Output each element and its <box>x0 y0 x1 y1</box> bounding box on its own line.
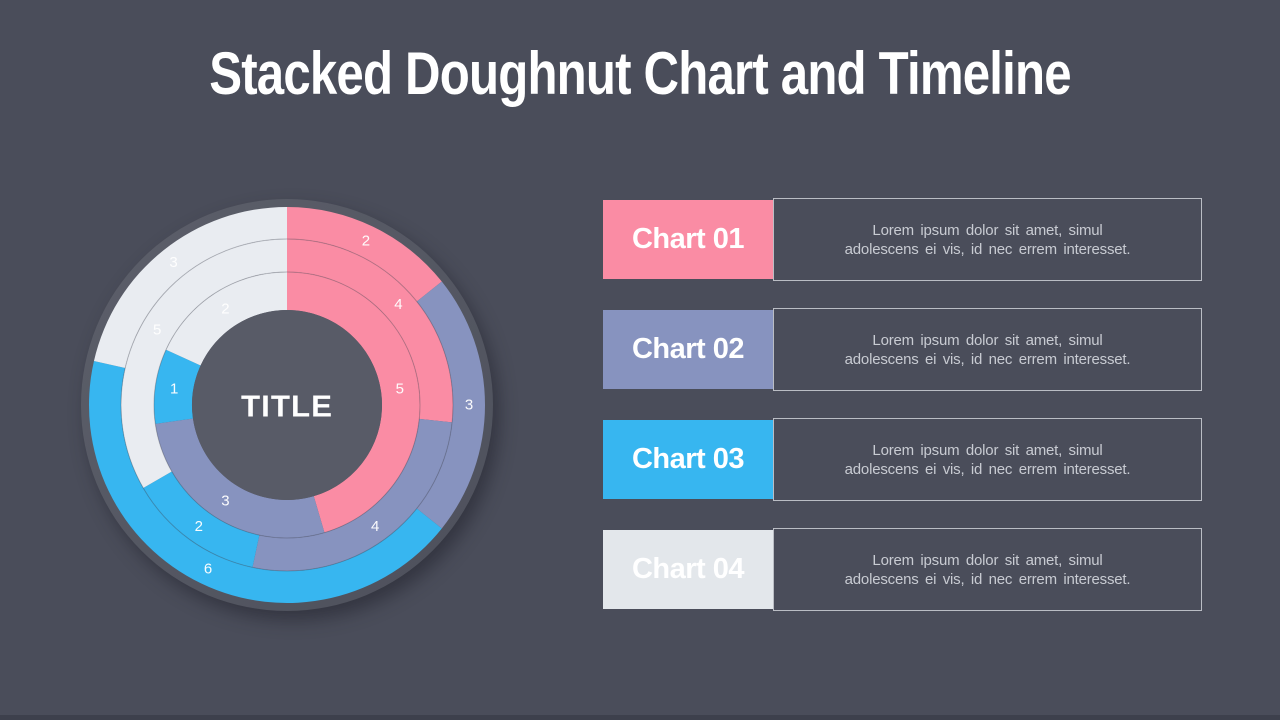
segment-outer-chart-01 <box>287 207 442 302</box>
segment-middle-chart-04 <box>121 239 287 488</box>
card-description-line: adolescens ei vis, id nec errem interess… <box>844 570 1131 588</box>
slide-bottom-edge <box>0 715 1280 720</box>
card-label-text: Chart 03 <box>631 443 745 475</box>
segment-inner-chart-01 <box>287 272 420 533</box>
card-label-chart-03: Chart 03 <box>603 420 773 499</box>
segment-value-label: 3 <box>169 254 177 271</box>
doughnut-svg: TITLE 5 3 1 2 4 4 2 5 2 3 6 3 <box>81 199 493 611</box>
card-description-line: Lorem ipsum dolor sit amet, simul <box>872 221 1103 239</box>
card-chart-01: Chart 01 Lorem ipsum dolor sit amet, sim… <box>603 198 1203 281</box>
segment-middle-chart-03 <box>143 471 260 568</box>
segment-value-label: 1 <box>170 380 178 397</box>
card-description-line: Lorem ipsum dolor sit amet, simul <box>872 331 1103 349</box>
segment-value-label: 3 <box>465 397 473 414</box>
card-chart-02: Chart 02 Lorem ipsum dolor sit amet, sim… <box>603 308 1203 391</box>
segment-outer-chart-04 <box>93 207 287 369</box>
ring-separators <box>120 238 454 572</box>
card-chart-04: Chart 04 Lorem ipsum dolor sit amet, sim… <box>603 528 1203 611</box>
slide-title: Stacked Doughnut Chart and Timeline <box>209 40 1071 107</box>
card-description-line: Lorem ipsum dolor sit amet, simul <box>872 551 1103 569</box>
card-label-chart-01: Chart 01 <box>603 200 773 279</box>
card-label-text: Chart 04 <box>631 553 745 585</box>
card-description-line: adolescens ei vis, id nec errem interess… <box>844 240 1131 258</box>
card-description-box: Lorem ipsum dolor sit amet, simul adoles… <box>773 198 1202 281</box>
segment-value-label: 2 <box>362 233 370 250</box>
rings-group <box>88 207 485 604</box>
segment-value-label: 5 <box>396 380 404 397</box>
card-description-box: Lorem ipsum dolor sit amet, simul adoles… <box>773 308 1202 391</box>
segment-value-label: 4 <box>394 296 402 313</box>
segment-outer-chart-02 <box>416 281 485 529</box>
card-chart-03: Chart 03 Lorem ipsum dolor sit amet, sim… <box>603 418 1203 501</box>
card-description-box: Lorem ipsum dolor sit amet, simul adoles… <box>773 418 1202 501</box>
card-description-box: Lorem ipsum dolor sit amet, simul adoles… <box>773 528 1202 611</box>
segment-value-label: 5 <box>153 322 161 339</box>
card-description-line: adolescens ei vis, id nec errem interess… <box>844 350 1131 368</box>
ring-separator-outer <box>120 238 454 572</box>
card-description-line: Lorem ipsum dolor sit amet, simul <box>872 441 1103 459</box>
ring-separator-inner <box>153 271 421 539</box>
stacked-doughnut-chart: TITLE 5 3 1 2 4 4 2 5 2 3 6 3 <box>72 190 502 620</box>
segment-inner-chart-03 <box>153 349 201 424</box>
chart-center-circle <box>192 310 382 500</box>
segment-inner-chart-02 <box>155 418 325 538</box>
segment-value-label: 6 <box>204 560 212 577</box>
card-label-text: Chart 01 <box>631 223 745 255</box>
card-label-chart-04: Chart 04 <box>603 530 773 609</box>
segment-value-label: 2 <box>195 518 203 535</box>
segment-middle-chart-02 <box>252 418 453 571</box>
chart-center-title: TITLE <box>241 389 333 424</box>
segment-labels-group: 5 3 1 2 4 4 2 5 2 3 6 3 <box>153 233 473 578</box>
segment-outer-chart-03 <box>88 360 442 604</box>
segment-value-label: 2 <box>221 301 229 318</box>
card-label-chart-02: Chart 02 <box>603 310 773 389</box>
segment-inner-chart-04 <box>166 272 287 366</box>
segment-value-label: 4 <box>371 518 379 535</box>
card-description-line: adolescens ei vis, id nec errem interess… <box>844 460 1131 478</box>
segment-value-label: 3 <box>221 492 229 509</box>
card-label-text: Chart 02 <box>631 333 745 365</box>
segment-middle-chart-01 <box>287 239 453 423</box>
